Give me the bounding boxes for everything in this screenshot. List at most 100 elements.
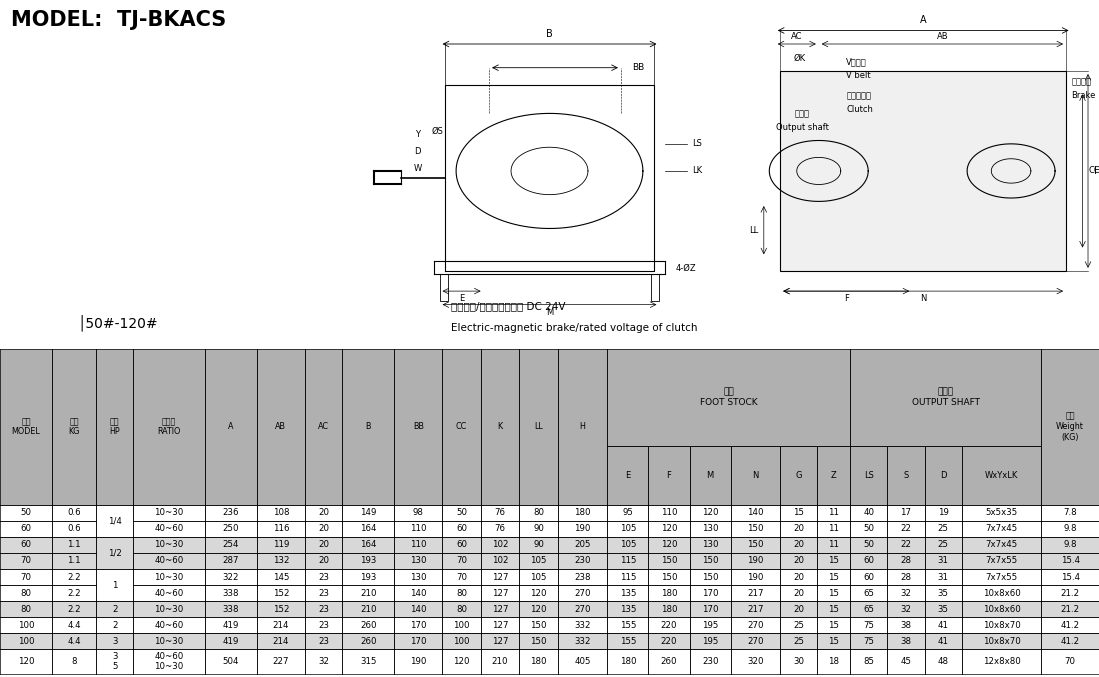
Bar [480,601,519,617]
Bar [304,537,342,553]
Text: 152: 152 [273,605,289,614]
Text: 65: 65 [864,588,875,598]
Bar [342,617,395,634]
Bar [818,569,851,585]
Text: 21.2: 21.2 [1061,605,1079,614]
Bar [304,569,342,585]
Text: D: D [940,471,946,480]
Bar [97,634,133,649]
Text: 15: 15 [829,637,840,646]
Text: BB: BB [413,422,424,431]
Text: 70: 70 [21,556,32,565]
Bar [395,634,442,649]
Bar [818,601,851,617]
Bar [818,521,851,537]
Bar [924,649,962,674]
Bar [0,553,52,569]
Bar [519,585,557,601]
Text: 195: 195 [702,637,719,646]
Bar [962,634,1041,649]
Text: 270: 270 [747,621,764,630]
Text: Clutch: Clutch [846,105,873,114]
Text: 2: 2 [112,605,118,614]
Text: 32: 32 [900,605,911,614]
Text: 2.2: 2.2 [67,588,81,598]
Bar [962,537,1041,553]
Bar [962,585,1041,601]
Text: 214: 214 [273,637,289,646]
Text: 3
5: 3 5 [112,652,118,671]
Text: 180: 180 [530,657,547,666]
Text: 7x7x45: 7x7x45 [986,540,1018,549]
Bar [648,585,690,601]
Bar [440,274,448,301]
Text: 210: 210 [359,588,377,598]
Bar [442,349,480,504]
Text: 132: 132 [273,556,289,565]
Bar [52,617,97,634]
Text: 120: 120 [660,524,677,533]
Text: 20: 20 [793,573,804,582]
Text: 11: 11 [829,524,840,533]
Text: 150: 150 [530,621,547,630]
Bar [257,553,304,569]
Text: 40: 40 [864,508,875,517]
Text: N: N [920,294,926,303]
Text: 210: 210 [491,657,509,666]
Text: 15: 15 [829,588,840,598]
Bar [607,634,648,649]
Text: 3: 3 [112,637,118,646]
Text: LK: LK [692,167,702,175]
Text: 120: 120 [530,588,547,598]
Text: 405: 405 [574,657,591,666]
Text: AB: AB [276,422,287,431]
Text: 70: 70 [456,573,467,582]
Bar [304,521,342,537]
Text: 50: 50 [456,508,467,517]
Bar [731,601,780,617]
Bar [731,569,780,585]
Bar [342,634,395,649]
Text: 190: 190 [747,556,764,565]
Text: 217: 217 [747,588,764,598]
Bar [395,537,442,553]
Bar [0,601,52,617]
Bar [342,649,395,674]
Bar [731,537,780,553]
Bar [0,521,52,537]
Text: 120: 120 [660,540,677,549]
Text: Electric-magnetic brake/rated voltage of clutch: Electric-magnetic brake/rated voltage of… [451,323,697,333]
Bar [1041,349,1099,504]
Bar [731,504,780,521]
Bar [924,585,962,601]
Text: 140: 140 [410,605,426,614]
Bar [557,349,607,504]
Bar [304,504,342,521]
Bar [731,649,780,674]
Bar [0,649,52,674]
Text: 322: 322 [222,573,240,582]
Text: 170: 170 [410,637,426,646]
Text: S: S [903,471,909,480]
Text: 150: 150 [747,524,764,533]
Bar [1041,649,1099,674]
Text: 10~30: 10~30 [154,573,184,582]
Text: 195: 195 [702,621,719,630]
Bar [480,537,519,553]
Bar [780,537,818,553]
Bar [851,634,887,649]
Text: 70: 70 [1065,657,1076,666]
Text: 214: 214 [273,621,289,630]
Bar [519,634,557,649]
Bar [480,649,519,674]
Text: 227: 227 [273,657,289,666]
Bar [607,601,648,617]
Text: 25: 25 [793,621,804,630]
Bar [557,634,607,649]
Text: 76: 76 [495,524,506,533]
Bar [304,634,342,649]
Bar [257,504,304,521]
Bar [607,521,648,537]
Bar [924,537,962,553]
Bar [818,504,851,521]
